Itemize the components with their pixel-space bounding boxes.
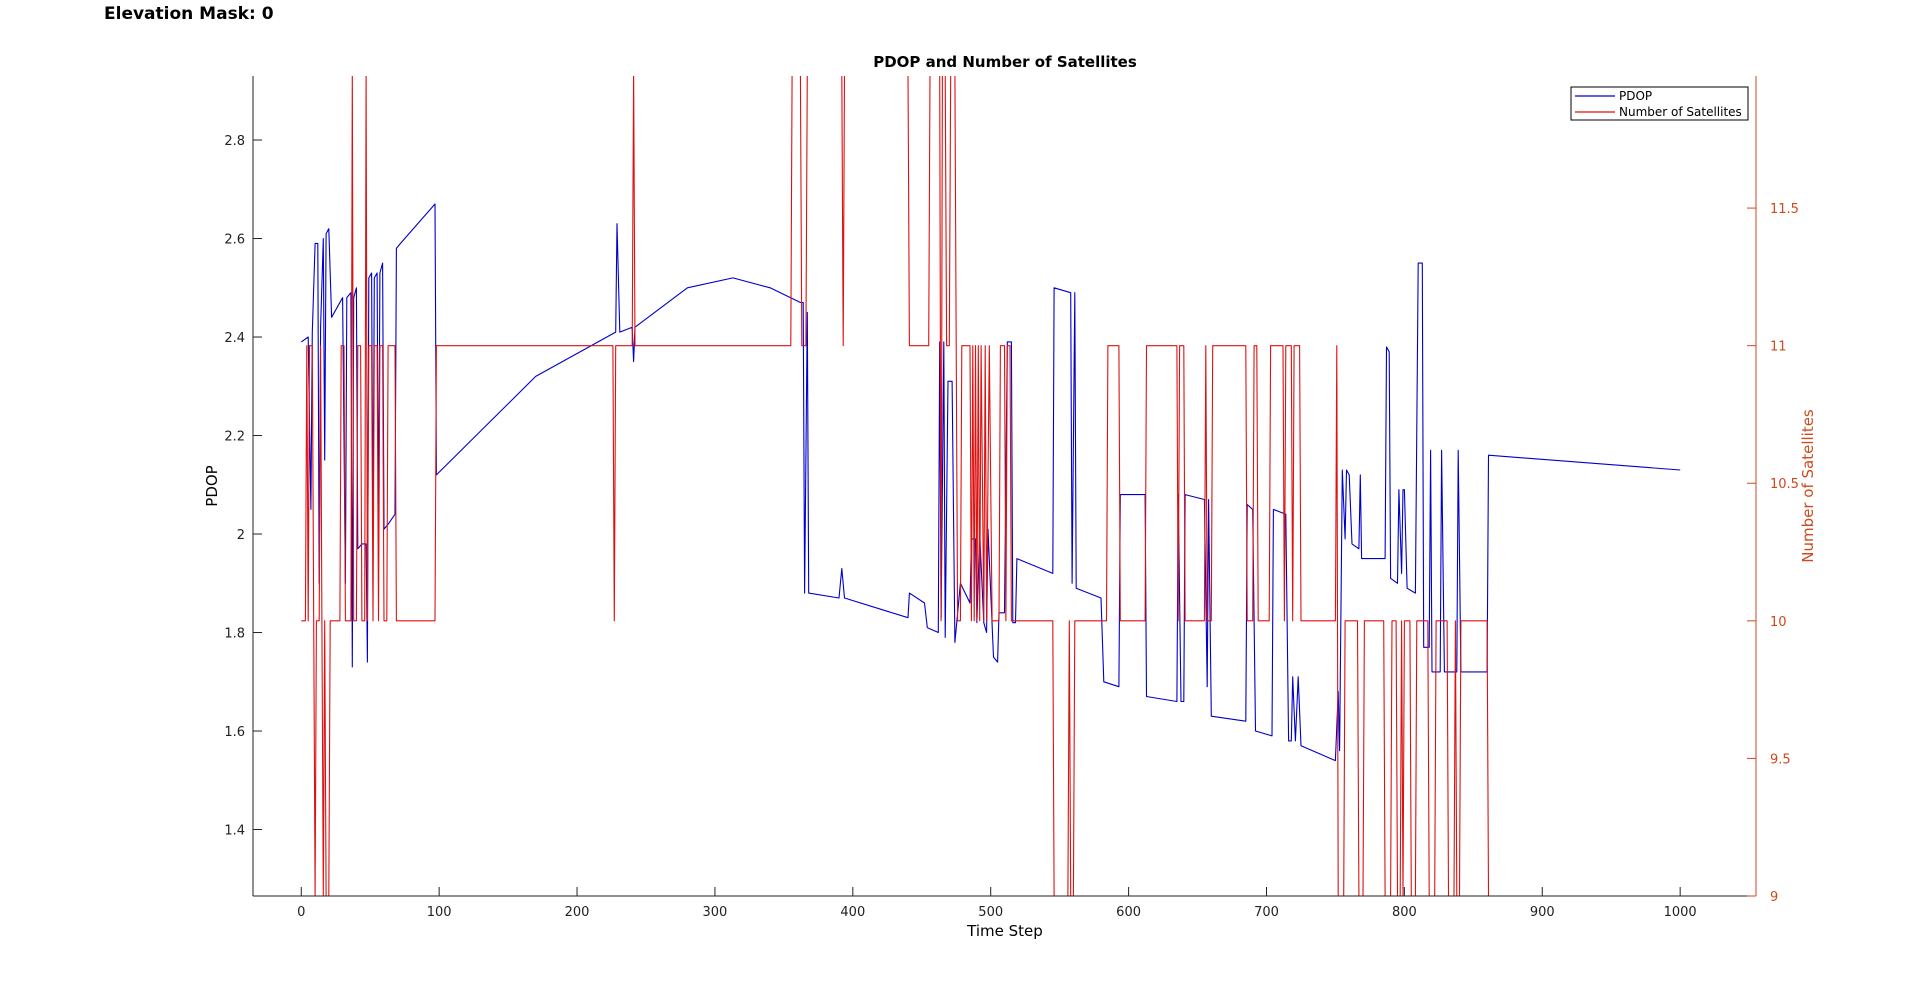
x-tick-label: 100 [427,905,452,920]
left-y-tick-label: 1.4 [224,824,245,839]
left-y-tick-label: 2.4 [224,331,245,346]
right-y-axis-label: Number of Satellites [1799,409,1817,563]
right-y-tick-label: 11.5 [1770,202,1799,217]
series-layer [300,76,1681,896]
left-y-tick-label: 1.8 [224,627,245,642]
axes-layer: 0 100 200 300 400 500 600 700 800 900 1000 1.4 1.6 1.… [224,76,1799,920]
legend-label-number-of-satellites: Number of Satellites [1619,105,1742,119]
left-y-tick-label: 1.6 [224,725,245,740]
right-y-tick-label: 9.5 [1770,752,1791,767]
x-tick-label: 800 [1392,905,1417,920]
left-y-tick-label: 2.2 [224,430,245,445]
x-axis-label: Time Step [966,922,1043,940]
figure-header: Elevation Mask: 0 [104,4,274,24]
x-tick-label: 1000 [1664,905,1697,920]
left-y-tick-label: 2 [237,528,245,543]
left-y-axis-label: PDOP [203,465,221,506]
x-tick-label: 400 [840,905,865,920]
right-y-tick-label: 10 [1770,615,1787,630]
x-tick-label: 700 [1254,905,1279,920]
right-y-tick-label: 11 [1770,340,1787,355]
chart-title: PDOP and Number of Satellites [873,53,1137,71]
legend-box [1570,86,1749,121]
left-y-tick-label: 2.8 [224,134,245,149]
x-tick-label: 200 [565,905,590,920]
legend-label-pdop: PDOP [1619,89,1652,103]
legend: PDOP Number of Satellites [1570,86,1749,121]
x-tick-label: 0 [297,905,305,920]
x-tick-label: 300 [703,905,728,920]
right-y-tick-label: 10.5 [1770,477,1799,492]
series-line-number-of-satellites [301,76,1681,896]
right-y-tick-label: 9 [1770,890,1778,905]
left-y-tick-label: 2.6 [224,233,245,248]
x-tick-label: 900 [1530,905,1555,920]
x-tick-label: 600 [1116,905,1141,920]
x-tick-label: 500 [978,905,1003,920]
